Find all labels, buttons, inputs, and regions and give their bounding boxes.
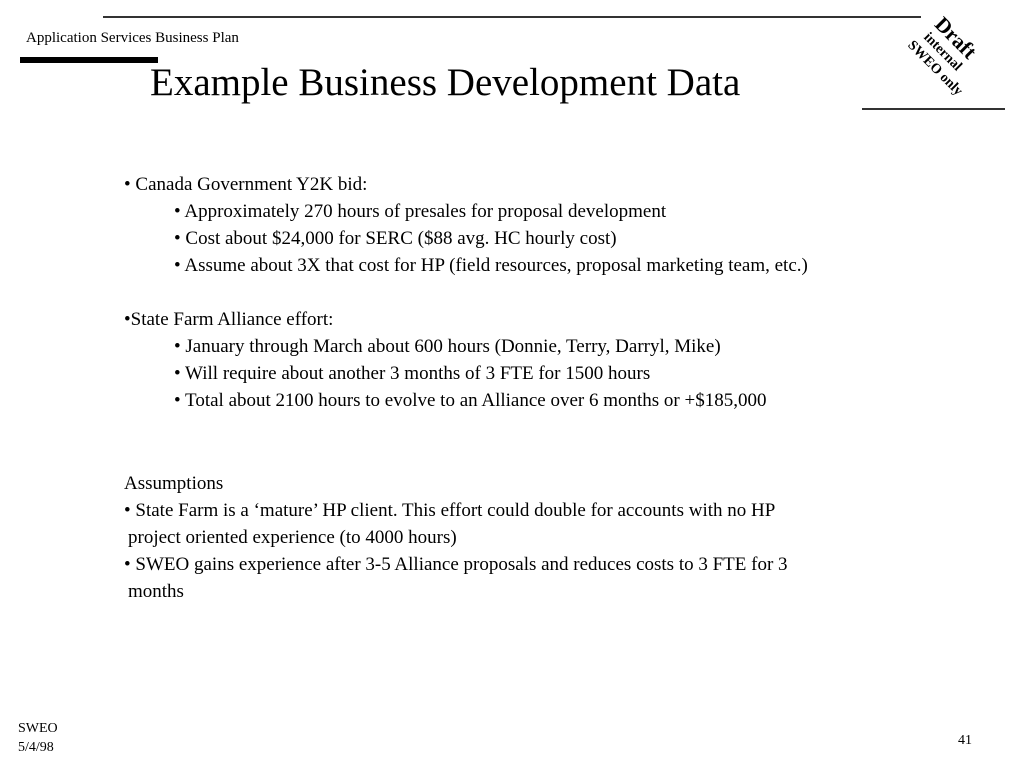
top-rule [103, 16, 921, 18]
assumption-continuation: months [128, 581, 184, 602]
sub-bullet: • Will require about another 3 months of… [174, 363, 651, 384]
sub-bullet: • January through March about 600 hours … [174, 336, 721, 357]
sub-bullet: • Cost about $24,000 for SERC ($88 avg. … [174, 228, 617, 249]
assumptions-heading: Assumptions [124, 473, 224, 494]
footer-date: 5/4/98 [18, 740, 54, 755]
title-rule [862, 108, 1005, 110]
draft-stamp: Draft internal SWEO only [885, 2, 1015, 112]
footer-org: SWEO [18, 721, 58, 736]
page-title: Example Business Development Data [150, 61, 741, 104]
bullet-state-farm: •State Farm Alliance effort: [124, 309, 334, 330]
header-title: Application Services Business Plan [26, 30, 239, 46]
sub-bullet: • Assume about 3X that cost for HP (fiel… [174, 255, 808, 276]
page-number: 41 [958, 733, 972, 748]
sub-bullet: • Total about 2100 hours to evolve to an… [174, 390, 767, 411]
sub-bullet: • Approximately 270 hours of presales fo… [174, 201, 667, 222]
assumption-continuation: project oriented experience (to 4000 hou… [128, 527, 457, 548]
assumption-bullet: • State Farm is a ‘mature’ HP client. Th… [124, 500, 776, 521]
bullet-canada: • Canada Government Y2K bid: [124, 174, 368, 195]
header-accent-bar [20, 57, 158, 63]
assumption-bullet: • SWEO gains experience after 3-5 Allian… [124, 554, 788, 575]
